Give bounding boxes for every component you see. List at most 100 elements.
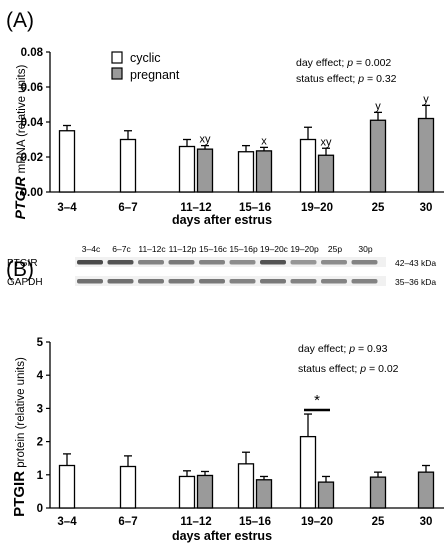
panel-a-bars: xy x xy y y — [58, 93, 435, 193]
y-tick-label: 2 — [37, 437, 43, 449]
blot-lane-label: 11–12p — [169, 244, 197, 254]
bar-pregnant — [417, 117, 435, 193]
y-tick-label: 0.06 — [21, 82, 43, 94]
significance-star: * — [314, 392, 320, 409]
legend-swatch-pregnant — [111, 67, 123, 80]
y-tick-label: 5 — [37, 337, 44, 349]
blot-lane-label: 19–20p — [290, 244, 319, 254]
x-category-label: 25 — [372, 516, 385, 528]
blot-band — [199, 279, 225, 284]
western-blot: 3–4c 6–7c 11–12c 11–12p 15–16c 15–16p 19–20c 19… — [7, 244, 436, 288]
panel-a-axes: 0.00 0.02 0.04 0.06 0.08 3–4 6–7 11–12 15–16 19–2… — [21, 47, 444, 214]
panel-b-x-axis-title: days after estrus — [172, 529, 272, 543]
blot-band — [260, 260, 286, 265]
blot-band — [229, 279, 256, 284]
blot-lane-label: 6–7c — [112, 244, 131, 254]
x-category-label: 30 — [420, 202, 433, 214]
bar-cyclic — [299, 138, 317, 193]
panel-b-stat-status: status effect; p = 0.02 — [298, 363, 399, 375]
blot-band — [321, 260, 347, 265]
y-tick-label: 0 — [37, 503, 43, 515]
blot-row-label: GAPDH — [7, 277, 43, 288]
blot-band — [107, 260, 134, 265]
x-category-label: 19–20 — [301, 202, 333, 214]
bar-pregnant — [317, 481, 335, 509]
x-category-label: 3–4 — [57, 516, 77, 528]
panel-a-stat-day: day effect; p = 0.002 — [296, 57, 391, 69]
bar-pregnant — [369, 476, 387, 509]
x-category-label: 11–12 — [180, 202, 211, 214]
y-tick-label: 0.08 — [21, 47, 44, 59]
bar-pregnant — [255, 479, 273, 509]
x-category-label: 15–16 — [239, 516, 271, 528]
blot-band — [77, 260, 103, 265]
blot-lane-label: 19–20c — [260, 244, 289, 254]
bar-pregnant — [196, 148, 214, 193]
bar-pregnant — [317, 154, 335, 193]
blot-band — [260, 279, 286, 284]
blot-band — [290, 260, 317, 265]
blot-lane-label: 3–4c — [82, 244, 101, 254]
y-tick-label: 4 — [37, 370, 44, 382]
y-tick-label: 1 — [37, 470, 44, 482]
y-tick-label: 0.00 — [21, 187, 43, 199]
x-category-label: 6–7 — [118, 516, 137, 528]
blot-lane-label: 30p — [358, 244, 372, 254]
panel-b-stat-day: day effect; p = 0.93 — [298, 343, 388, 355]
bar-cyclic — [119, 138, 137, 193]
significance-letter: xy — [200, 134, 212, 146]
blot-band — [351, 279, 378, 284]
blot-band — [168, 279, 195, 284]
bar-pregnant — [196, 474, 214, 509]
panel-a: (A) 0.00 0.02 0.04 0.06 0.08 3–4 6–7 11–12 15–16… — [6, 9, 444, 227]
significance-letter: y — [423, 93, 429, 105]
blot-band — [351, 260, 378, 265]
bar-cyclic — [178, 145, 196, 193]
significance-letter: xy — [321, 136, 333, 148]
significance-letter: y — [375, 100, 381, 112]
y-tick-label: 0.02 — [21, 152, 43, 164]
bar-cyclic — [237, 151, 255, 193]
panel-a-x-axis-title: days after estrus — [172, 213, 272, 227]
panel-b-y-axis-title: PTGIR protein (relative units) — [11, 357, 28, 517]
x-category-label: 25 — [372, 202, 385, 214]
panel-b-bars: * — [58, 392, 435, 509]
legend-swatch-cyclic — [111, 51, 123, 64]
blot-band — [199, 260, 225, 265]
blot-band — [321, 279, 347, 284]
blot-lane-label: 15–16c — [199, 244, 228, 254]
panel-a-y-axis-title: PTGIR mRNA (relative units) — [12, 65, 28, 220]
panel-a-stats: day effect; p = 0.002 status effect; p =… — [296, 57, 397, 85]
bar-cyclic — [58, 130, 76, 193]
x-category-label: 30 — [420, 516, 433, 528]
legend-label-pregnant: pregnant — [130, 68, 180, 82]
x-category-label: 11–12 — [180, 516, 211, 528]
blot-band — [229, 260, 256, 265]
blot-band — [290, 279, 317, 284]
x-category-label: 6–7 — [118, 202, 137, 214]
blot-row-kda: 35–36 kDa — [395, 277, 436, 287]
blot-band — [138, 279, 164, 284]
blot-band — [168, 260, 195, 265]
bar-cyclic — [119, 465, 137, 509]
y-tick-label: 0.04 — [21, 117, 44, 129]
panel-a-legend: cyclic pregnant — [111, 51, 180, 82]
bar-pregnant — [417, 471, 435, 509]
significance-letter: x — [261, 135, 267, 147]
blot-band — [138, 260, 164, 265]
x-category-label: 3–4 — [57, 202, 77, 214]
blot-band — [77, 279, 103, 284]
blot-lane-label: 11–12c — [138, 244, 166, 254]
panel-b: (B) 3–4c 6–7c 11–12c 11–12p 15–16c 15–16p 19–2… — [6, 244, 444, 543]
bar-cyclic — [58, 464, 76, 509]
panel-a-stat-status: status effect; p = 0.32 — [296, 73, 397, 85]
x-category-label: 15–16 — [239, 202, 271, 214]
panel-a-letter: (A) — [6, 9, 34, 32]
panel-b-letter: (B) — [6, 258, 34, 281]
blot-band — [107, 279, 134, 284]
bar-cyclic — [299, 435, 317, 509]
blot-row-kda: 42–43 kDa — [395, 258, 436, 268]
panel-b-axes: 0 1 2 3 4 5 3–4 6–7 11–12 15–16 19–20 25 30 — [37, 337, 444, 528]
bar-pregnant — [255, 150, 273, 193]
